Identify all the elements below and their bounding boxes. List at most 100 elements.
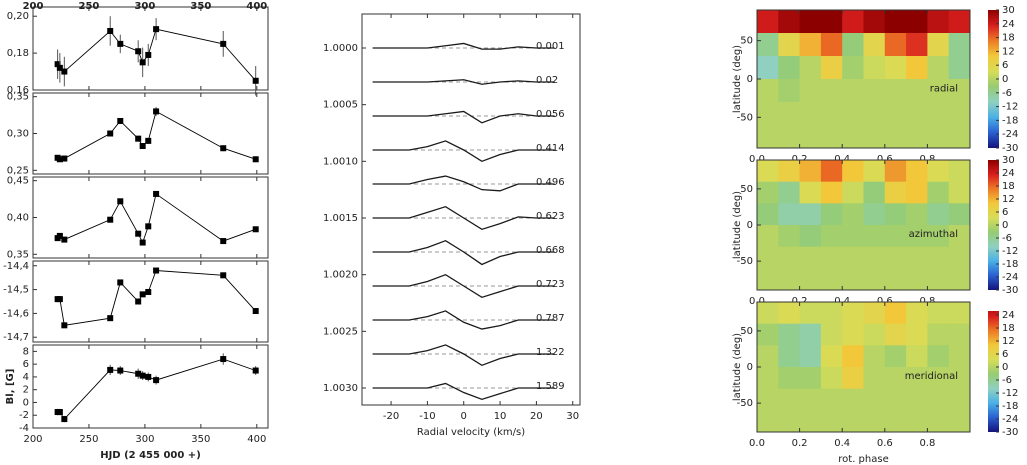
marker xyxy=(252,77,259,84)
heatmap-cell xyxy=(927,10,950,34)
heatmap-cell xyxy=(884,345,907,368)
plot-frame xyxy=(361,13,581,406)
y-axis-label: Bl, [G] xyxy=(5,369,16,405)
heatmap-cell xyxy=(757,367,779,390)
heatmap-cell xyxy=(927,410,950,433)
y-tick-label: -14,6 xyxy=(3,308,29,319)
plot-frame xyxy=(32,344,269,429)
heatmap-cell xyxy=(778,79,801,103)
heatmap-cell xyxy=(820,10,843,34)
heatmap-cell xyxy=(799,410,822,433)
series-line xyxy=(57,110,256,160)
series-line xyxy=(372,79,555,85)
heatmap-cell xyxy=(799,225,822,248)
x-tick-label: 300 xyxy=(135,434,154,445)
x-axis-label: HJD (2 455 000 +) xyxy=(100,450,201,461)
heatmap-cell xyxy=(820,323,843,346)
heatmap-cell xyxy=(842,410,864,433)
y-tick-label: -50 xyxy=(737,256,753,267)
marker xyxy=(139,372,146,379)
y-tick-label: -14,4 xyxy=(3,261,29,272)
heatmap-cell xyxy=(778,125,801,149)
colorbar-tick-label: -30 xyxy=(1002,285,1018,296)
plot-frame xyxy=(32,260,269,343)
series-label: 1.322 xyxy=(536,347,565,358)
y-tick-label: 50 xyxy=(740,36,753,47)
heatmap-cell xyxy=(842,181,864,204)
heatmap-cell xyxy=(820,125,843,149)
colorbar-tick-label: -12 xyxy=(1002,102,1018,113)
heatmap-cell xyxy=(884,160,907,183)
marker xyxy=(61,416,68,423)
marker xyxy=(107,216,114,223)
series-label: 0.723 xyxy=(536,279,565,290)
x-tick-label: 300 xyxy=(134,1,155,12)
heatmap-cell xyxy=(863,268,886,291)
heatmap-cell xyxy=(757,56,779,80)
marker xyxy=(135,298,142,305)
marker xyxy=(220,356,227,363)
marker xyxy=(117,198,124,205)
marker xyxy=(145,51,152,58)
colorbar-tick-label: 6 xyxy=(1002,207,1008,218)
y-tick-label: 0,16 xyxy=(7,85,29,96)
y-tick-label: 2 xyxy=(23,385,29,396)
marker xyxy=(145,137,152,144)
heatmap-cell xyxy=(884,246,907,269)
heatmap-cell xyxy=(799,388,822,411)
heatmap-cell xyxy=(948,246,971,269)
marker xyxy=(145,373,152,380)
series-label: 0.668 xyxy=(536,245,565,256)
colorbar-tick-label: 12 xyxy=(1002,46,1015,57)
heatmap-cell xyxy=(906,388,928,411)
heatmap-cell xyxy=(778,33,801,57)
heatmap-cell xyxy=(884,181,907,204)
series-line xyxy=(372,310,555,330)
heatmap-cell xyxy=(948,181,971,204)
heatmap-cell xyxy=(842,10,864,34)
heatmap-cell xyxy=(820,302,843,325)
x-tick-label: -20 xyxy=(383,411,399,422)
heatmap-cell xyxy=(842,125,864,149)
marker xyxy=(135,135,142,142)
x-tick-label: 400 xyxy=(246,1,267,12)
marker xyxy=(56,232,63,239)
heatmap-cell xyxy=(884,302,907,325)
colorbar-tick-label: 18 xyxy=(1002,33,1015,44)
heatmap-cell xyxy=(820,410,843,433)
heatmap-cell xyxy=(906,102,928,126)
x-tick-label: 250 xyxy=(79,1,100,12)
y-tick-label: 0,18 xyxy=(7,48,29,59)
heatmap-cell xyxy=(906,79,928,103)
heatmap-cell xyxy=(906,10,928,34)
heatmap-cell xyxy=(778,323,801,346)
heatmap-cell xyxy=(927,203,950,226)
y-tick-label: 50 xyxy=(740,184,753,195)
colorbar-tick-label: -24 xyxy=(1002,129,1018,140)
marker xyxy=(61,68,68,75)
heatmap-cell xyxy=(778,388,801,411)
y-tick-label: -14,7 xyxy=(3,332,29,343)
colorbar-tick-label: 6 xyxy=(1002,60,1008,71)
y-tick-label: -50 xyxy=(737,398,753,409)
series-label: 0.056 xyxy=(536,109,565,120)
heatmap-cell xyxy=(906,125,928,149)
x-tick-label: 250 xyxy=(79,434,98,445)
heatmap-cell xyxy=(863,345,886,368)
series-label: 0.623 xyxy=(536,211,565,222)
heatmap-cell xyxy=(757,102,779,126)
heatmap-cell xyxy=(778,246,801,269)
marker xyxy=(135,48,142,55)
heatmap-cell xyxy=(757,388,779,411)
heatmap-cell xyxy=(842,203,864,226)
heatmap-cell xyxy=(906,160,928,183)
heatmap-cell xyxy=(884,33,907,57)
y-tick-label: 1.0030 xyxy=(323,383,358,394)
heatmap-cell xyxy=(948,125,971,149)
x-tick-label: 10 xyxy=(494,411,507,422)
heatmap-cell xyxy=(906,410,928,433)
heatmap-cell xyxy=(799,160,822,183)
heatmap-cell xyxy=(863,246,886,269)
heatmap-cell xyxy=(778,181,801,204)
heatmap-cell xyxy=(863,388,886,411)
